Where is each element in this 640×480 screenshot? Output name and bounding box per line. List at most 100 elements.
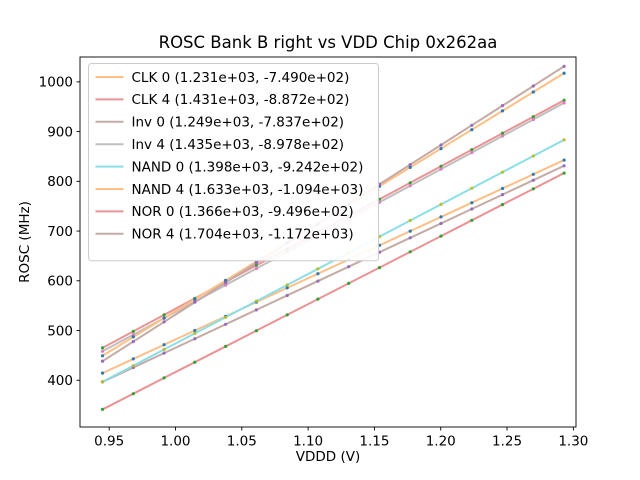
fit-line-inv-0: [101, 164, 566, 383]
data-point: [316, 267, 320, 271]
fit-line-clk-0: [101, 159, 566, 375]
data-point: [500, 186, 505, 191]
data-point: [316, 272, 320, 276]
legend-label: Inv 0 (1.249e+03, -7.837e+02): [132, 115, 345, 131]
data-point: [224, 278, 228, 282]
y-tick-label: 500: [47, 323, 73, 339]
data-point: [439, 147, 443, 151]
legend-item-nor-4: NOR 4 (1.704e+03, -1.172e+03): [95, 227, 354, 243]
data-point: [224, 315, 228, 319]
plot-frame: [79, 56, 577, 428]
legend-item-nand-0: NAND 0 (1.398e+03, -9.242e+02): [95, 159, 363, 175]
data-point: [531, 84, 535, 88]
data-point: [131, 329, 135, 333]
legend-item-nor-0: NOR 0 (1.366e+03, -9.496e+02): [95, 204, 354, 220]
plot-border: [79, 56, 577, 428]
data-point: [500, 104, 505, 108]
data-point: [408, 236, 412, 240]
data-point: [224, 281, 228, 285]
data-point: [224, 322, 228, 326]
data-point: [131, 392, 135, 396]
data-point: [193, 337, 197, 341]
axis-ticks: 0.95 1.00 1.05 1.10 1.15 1.20 1.25 1.30 400 500 60…: [39, 75, 589, 450]
data-point: [470, 123, 474, 127]
data-point: [100, 359, 105, 363]
y-tick-label: 700: [47, 224, 73, 240]
data-point: [439, 202, 443, 206]
data-point: [100, 371, 105, 375]
data-point: [162, 347, 166, 352]
legend-item-nand-4: NAND 4 (1.633e+03, -1.094e+03): [95, 182, 363, 198]
data-point: [285, 283, 289, 287]
data-point: [100, 407, 105, 411]
data-point: [531, 178, 535, 182]
x-tick-label: 1.15: [359, 434, 389, 450]
legend-label: NOR 4 (1.704e+03, -1.172e+03): [132, 227, 354, 243]
data-point: [347, 265, 351, 269]
data-point: [224, 344, 228, 348]
data-point: [100, 354, 105, 358]
y-axis-label: ROSC (MHz): [17, 201, 33, 283]
data-point: [131, 364, 135, 368]
y-tick-label: 1000: [39, 75, 73, 91]
data-point: [254, 261, 258, 265]
fit-line-nor-0: [101, 172, 566, 411]
legend-label: Inv 4 (1.435e+03, -8.978e+02): [132, 137, 345, 153]
x-tick-label: 1.05: [227, 434, 257, 450]
y-tick-label: 800: [47, 174, 73, 190]
data-point: [100, 346, 105, 350]
data-point: [193, 360, 197, 364]
y-tick-label: 900: [47, 124, 73, 140]
legend-item-clk-4: CLK 4 (1.431e+03, -8.872e+02): [95, 92, 350, 108]
data-point: [562, 164, 566, 168]
x-tick-label: 1.20: [426, 434, 456, 450]
data-point: [316, 297, 320, 301]
data-point: [500, 193, 505, 197]
y-tick-label: 600: [47, 274, 73, 290]
legend: CLK 0 (1.231e+03, -7.490e+02) CLK 4 (1.43…: [88, 63, 379, 262]
data-point: [562, 71, 566, 75]
x-tick-label: 1.30: [558, 434, 588, 450]
data-point: [562, 98, 566, 102]
data-point: [254, 299, 258, 303]
data-point: [439, 167, 443, 171]
scatter-nor-0: [100, 171, 566, 411]
data-point: [285, 293, 289, 298]
data-point: [439, 143, 443, 147]
legend-label: NOR 0 (1.366e+03, -9.496e+02): [132, 204, 354, 220]
data-point: [470, 128, 474, 132]
data-point: [531, 172, 535, 176]
data-point: [131, 335, 135, 339]
data-point: [193, 331, 197, 335]
data-point: [408, 218, 412, 223]
data-point: [531, 154, 535, 158]
data-point: [500, 131, 505, 135]
data-point: [500, 203, 505, 207]
data-point: [500, 170, 505, 174]
data-point: [562, 158, 566, 162]
data-point: [347, 281, 351, 285]
data-point: [562, 171, 566, 175]
data-point: [254, 263, 258, 267]
data-point: [470, 148, 474, 152]
data-point: [285, 286, 289, 290]
legend-item-inv-0: Inv 0 (1.249e+03, -7.837e+02): [95, 115, 345, 131]
legend-label: CLK 4 (1.431e+03, -8.872e+02): [132, 92, 350, 108]
data-point: [408, 165, 412, 169]
data-point: [470, 218, 474, 222]
data-point: [470, 201, 474, 205]
data-point: [193, 297, 197, 301]
data-point: [254, 308, 258, 312]
data-point: [100, 349, 105, 353]
data-point: [131, 340, 135, 344]
data-point: [162, 316, 166, 320]
data-point: [162, 351, 166, 355]
data-point: [408, 250, 412, 254]
data-point: [316, 279, 320, 283]
data-point: [377, 266, 382, 270]
x-tick-label: 1.10: [293, 434, 323, 450]
x-axis-label: VDDD (V): [296, 449, 360, 465]
data-point: [254, 266, 258, 271]
x-tick-label: 0.95: [94, 434, 124, 450]
